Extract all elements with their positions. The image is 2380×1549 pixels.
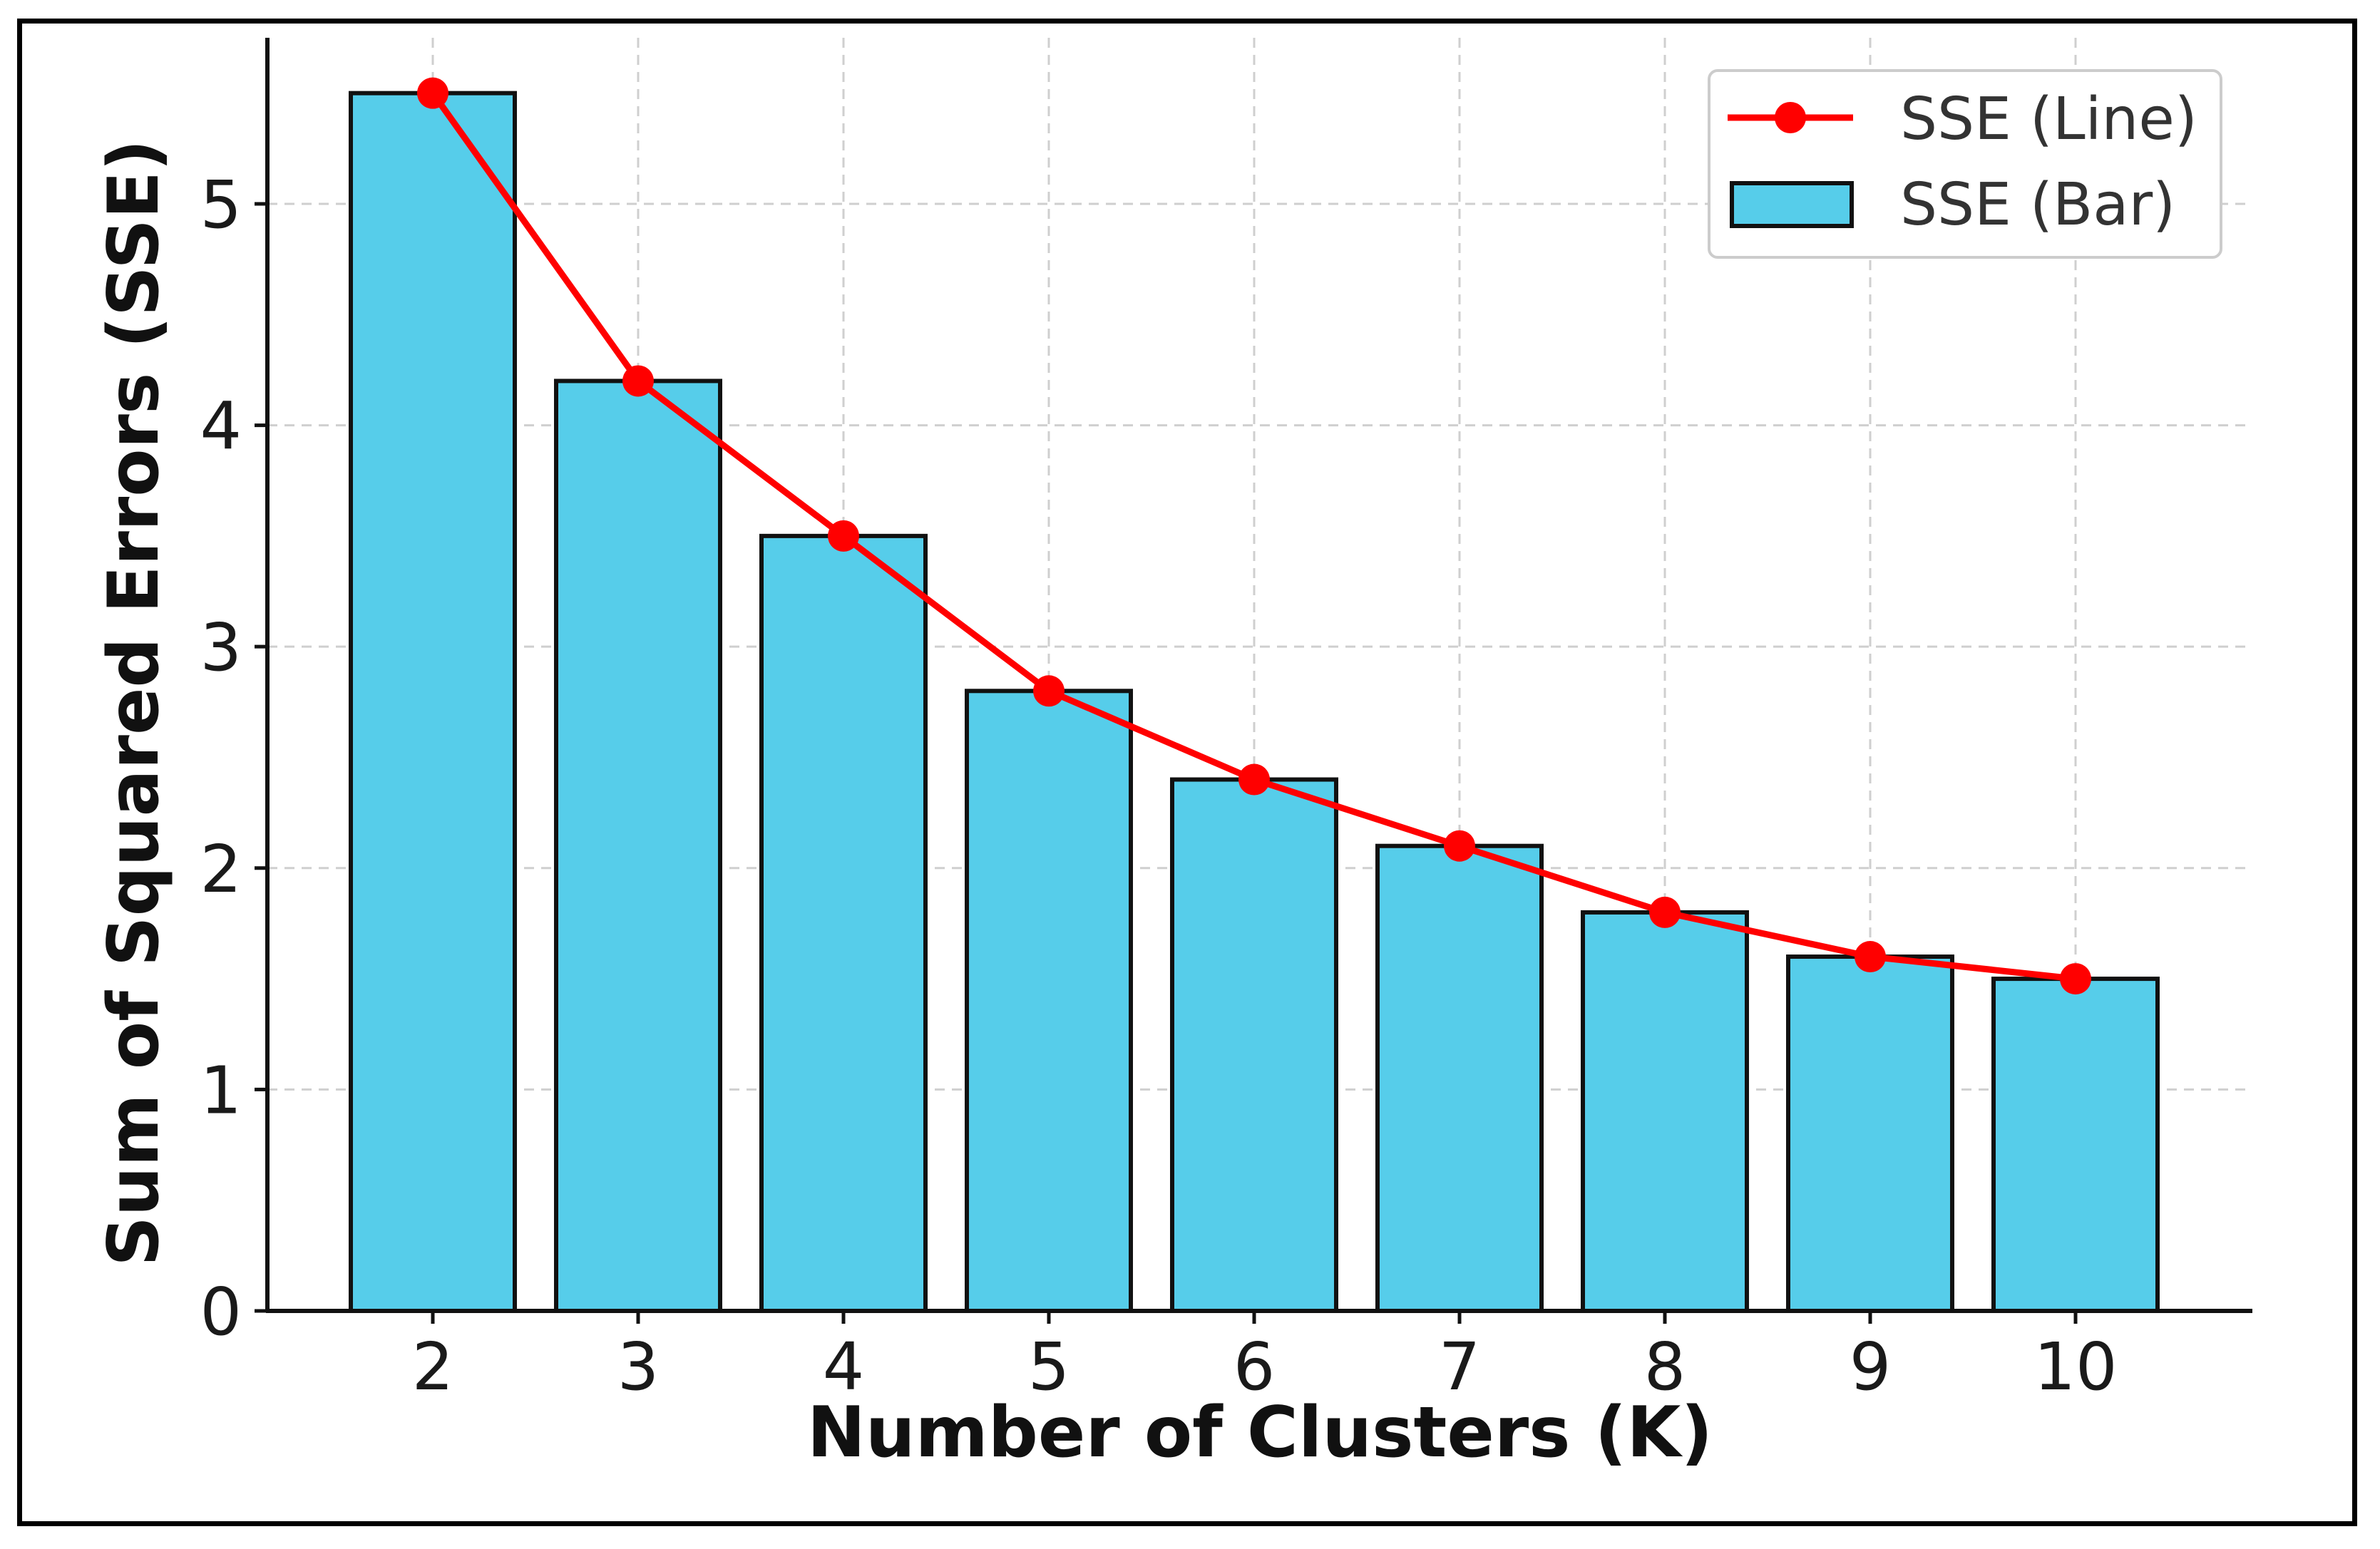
sse-point-k-7	[1444, 830, 1475, 862]
legend-line-label: SSE (Line)	[1900, 86, 2197, 153]
line-series	[417, 77, 2091, 995]
x-tick-label: 7	[1439, 1329, 1481, 1405]
sse-point-k-4	[828, 520, 859, 552]
legend-bar-label: SSE (Bar)	[1900, 171, 2175, 239]
y-tick-labels: 0 1 2 3 4 5	[200, 167, 242, 1350]
bar-k-9	[1786, 954, 1954, 1314]
bar-k-7	[1375, 843, 1544, 1313]
bar-k-4	[759, 533, 928, 1314]
sse-point-k-9	[1855, 941, 1886, 973]
y-tick-label: 5	[200, 167, 242, 243]
x-tick-label: 8	[1644, 1329, 1686, 1405]
chart: 2 3 4 5 6 7 8 9 10 0 1 2 3 4 5 Number of Clusters (K)…	[93, 38, 2252, 1473]
sse-point-k-8	[1649, 896, 1681, 928]
y-tick-label: 0	[200, 1274, 242, 1350]
bar-series	[349, 91, 2160, 1314]
sse-point-k-3	[622, 365, 654, 397]
legend-line-marker	[1775, 102, 1806, 133]
bar-k-6	[1170, 777, 1338, 1314]
chart-frame: 2 3 4 5 6 7 8 9 10 0 1 2 3 4 5 Number of Clusters (K)…	[17, 19, 2357, 1526]
sse-point-k-6	[1238, 763, 1270, 796]
bar-k-8	[1581, 910, 1749, 1313]
y-tick-label: 3	[200, 609, 242, 686]
bar-k-2	[349, 91, 517, 1313]
bar-k-10	[1991, 977, 2160, 1313]
x-tick-label: 10	[2033, 1329, 2117, 1405]
sse-point-k-10	[2060, 963, 2091, 995]
x-axis-title: Number of Clusters (K)	[807, 1392, 1713, 1473]
y-axis-title: Sum of Squared Errors (SSE)	[93, 139, 175, 1266]
bar-k-5	[965, 689, 1133, 1313]
x-tick-label: 5	[1028, 1329, 1070, 1405]
y-tick-label: 1	[200, 1052, 242, 1128]
x-tick-label: 3	[617, 1329, 660, 1405]
x-tick-label: 4	[823, 1329, 865, 1405]
x-tick-label: 6	[1233, 1329, 1276, 1405]
sse-point-k-5	[1033, 675, 1065, 707]
legend: SSE (Line) SSE (Bar)	[1708, 69, 2222, 259]
x-tick-label: 2	[412, 1329, 454, 1405]
legend-bar-swatch	[1730, 181, 1854, 228]
y-tick-label: 2	[200, 831, 242, 907]
x-tick-labels: 2 3 4 5 6 7 8 9 10	[412, 1329, 2118, 1405]
x-tick-label: 9	[1850, 1329, 1892, 1405]
y-tick-label: 4	[200, 388, 242, 465]
sse-point-k-2	[417, 77, 448, 109]
axes	[255, 38, 2252, 1324]
bar-k-3	[554, 379, 722, 1313]
